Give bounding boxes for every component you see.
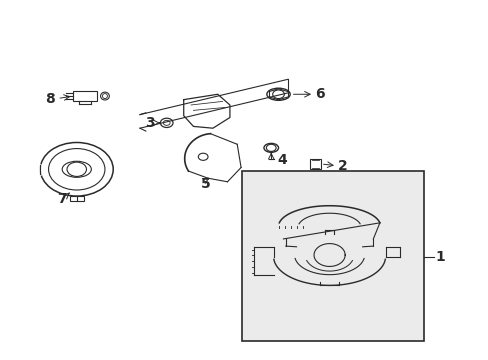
- Text: 6: 6: [314, 87, 324, 101]
- Text: 4: 4: [277, 153, 287, 167]
- Bar: [70, 196, 83, 202]
- Bar: [73, 91, 97, 102]
- Text: 1: 1: [434, 250, 444, 264]
- Bar: [309, 158, 320, 169]
- Bar: [242, 171, 424, 341]
- Text: 7: 7: [57, 192, 67, 206]
- Text: 2: 2: [337, 159, 347, 173]
- Text: 8: 8: [45, 91, 55, 105]
- Text: 3: 3: [144, 116, 154, 130]
- Text: 5: 5: [200, 176, 210, 190]
